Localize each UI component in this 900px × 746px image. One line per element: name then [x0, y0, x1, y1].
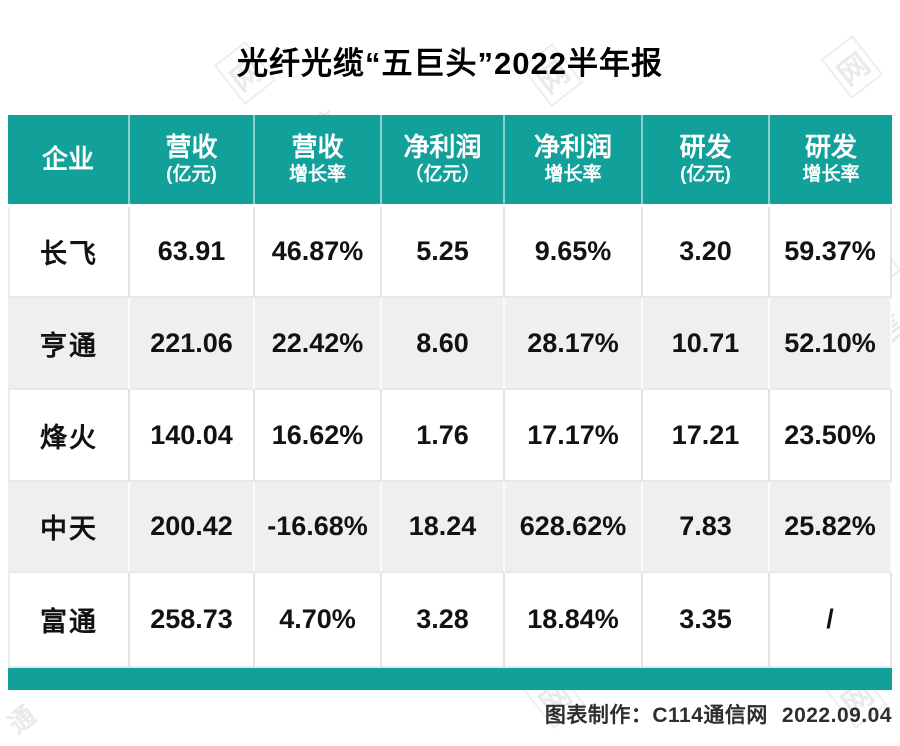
table-cell: 3.20: [643, 207, 770, 298]
header-cell-revenue-growth: 营收 增长率: [255, 115, 382, 204]
page-title: 光纤光缆“五巨头”2022半年报: [237, 46, 663, 81]
table-cell: 258.73: [130, 573, 255, 668]
credit-date: 2022.09.04: [781, 704, 892, 727]
table-cell: 200.42: [130, 482, 255, 573]
table-cell: 5.25: [382, 207, 505, 298]
table-cell: 23.50%: [770, 390, 892, 482]
header-cell-profit: 净利润 （亿元）: [382, 115, 505, 204]
header-cell-profit-growth: 净利润 增长率: [505, 115, 643, 204]
header-sublabel: 增长率: [544, 164, 602, 186]
company-name: 富通: [8, 573, 130, 668]
header-label: 研发: [679, 131, 732, 162]
table-cell: 221.06: [130, 298, 255, 390]
table-cell: 1.76: [382, 390, 505, 482]
header-cell-rnd: 研发 (亿元): [643, 115, 770, 204]
header-label: 营收: [165, 131, 218, 162]
header-sublabel: 增长率: [288, 164, 346, 186]
credit-label: 图表制作：: [544, 704, 653, 727]
header-label: 净利润: [403, 131, 482, 162]
header-label: 营收: [291, 131, 344, 162]
table-cell: 8.60: [382, 298, 505, 390]
table-cell: -16.68%: [255, 482, 382, 573]
header-sublabel: （亿元）: [404, 164, 481, 186]
data-table: 企业 营收 (亿元) 营收 增长率 净利润 （亿元） 净利润 增长率 研发 (亿…: [8, 115, 892, 690]
company-name: 烽火: [8, 390, 130, 482]
table-cell: 17.17%: [505, 390, 643, 482]
header-sublabel: 增长率: [802, 164, 860, 186]
table-cell: 18.84%: [505, 573, 643, 668]
table-cell: 9.65%: [505, 207, 643, 298]
header-label: 研发: [804, 131, 857, 162]
table-cell: 16.62%: [255, 390, 382, 482]
table-row: 富通 258.73 4.70% 3.28 18.84% 3.35 /: [8, 573, 892, 668]
table-cell: 3.35: [643, 573, 770, 668]
credit-line: 图表制作：C114通信网 2022.09.04: [545, 699, 892, 729]
header-label: 净利润: [533, 131, 612, 162]
table-cell: 59.37%: [770, 207, 892, 298]
header-sublabel: (亿元): [680, 164, 731, 186]
header-label: 企业: [41, 144, 94, 175]
table-cell: 628.62%: [505, 482, 643, 573]
table-cell: /: [770, 573, 892, 668]
table-header-row: 企业 营收 (亿元) 营收 增长率 净利润 （亿元） 净利润 增长率 研发 (亿…: [8, 115, 892, 207]
company-name: 中天: [8, 482, 130, 573]
company-name: 亨通: [8, 298, 130, 390]
table-cell: 22.42%: [255, 298, 382, 390]
table-cell: 52.10%: [770, 298, 892, 390]
table-row: 中天 200.42 -16.68% 18.24 628.62% 7.83 25.…: [8, 482, 892, 573]
table-cell: 25.82%: [770, 482, 892, 573]
company-name: 长飞: [8, 207, 130, 298]
table-cell: 18.24: [382, 482, 505, 573]
header-sublabel: (亿元): [166, 164, 217, 186]
table-cell: 3.28: [382, 573, 505, 668]
credit-source: C114通信网: [652, 704, 768, 727]
watermark-tong-icon: 通: [2, 699, 42, 740]
table-cell: 4.70%: [255, 573, 382, 668]
table-bottom-accent-bar: [8, 668, 892, 690]
table-row: 亨通 221.06 22.42% 8.60 28.17% 10.71 52.10…: [8, 298, 892, 390]
table-cell: 46.87%: [255, 207, 382, 298]
table-cell: 17.21: [643, 390, 770, 482]
header-cell-revenue: 营收 (亿元): [130, 115, 255, 204]
table-cell: 28.17%: [505, 298, 643, 390]
header-cell-rnd-growth: 研发 增长率: [770, 115, 892, 204]
table-cell: 7.83: [643, 482, 770, 573]
table-row: 长飞 63.91 46.87% 5.25 9.65% 3.20 59.37%: [8, 207, 892, 298]
table-row: 烽火 140.04 16.62% 1.76 17.17% 17.21 23.50…: [8, 390, 892, 482]
table-cell: 63.91: [130, 207, 255, 298]
table-cell: 10.71: [643, 298, 770, 390]
header-cell-company: 企业: [8, 115, 130, 204]
table-cell: 140.04: [130, 390, 255, 482]
